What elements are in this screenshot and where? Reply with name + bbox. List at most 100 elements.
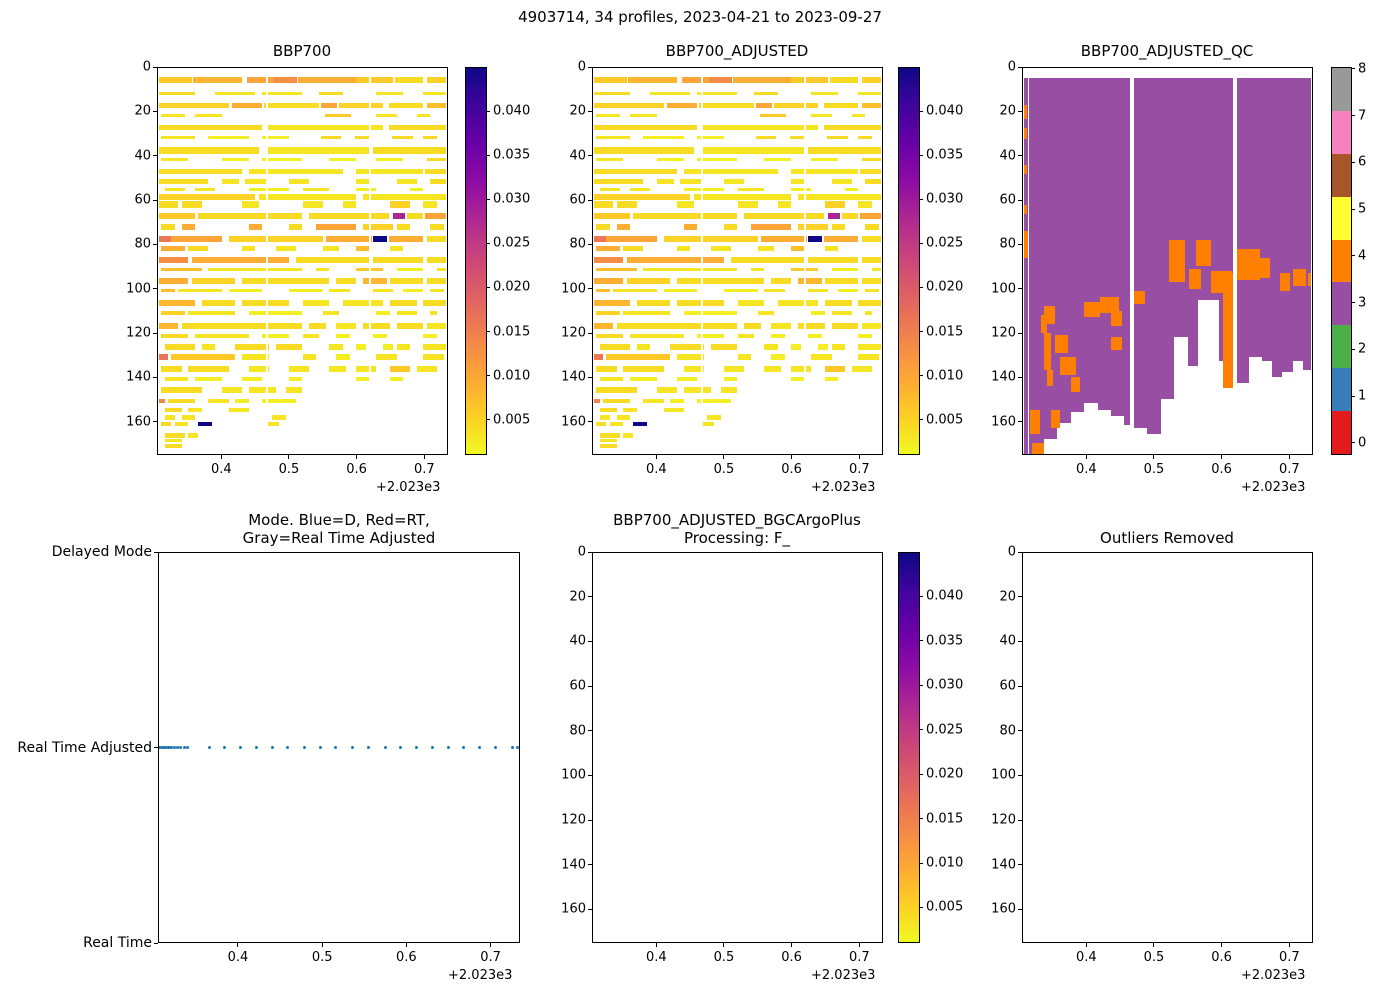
bbp-stripe-segment (265, 147, 370, 155)
mode-profile-dot (462, 746, 466, 749)
bbp-stripe-segment (683, 168, 778, 175)
qc-flag4-patch (1223, 273, 1234, 388)
bbp-stripe-segment (771, 278, 792, 284)
bbp-stripe-segment (389, 377, 404, 381)
y-tick-label: 100 (991, 767, 1016, 783)
x-tick-mark (423, 455, 425, 459)
bbp-stripe-segment (593, 201, 614, 209)
colorbar-tick-mark (487, 286, 490, 288)
mode-profile-dot (303, 746, 307, 749)
y-tick-label: 0 (1007, 59, 1016, 75)
qc-colorbar-tick-label: 5 (1358, 201, 1367, 217)
bbp-stripe-segment (593, 76, 627, 84)
bbp-stripe-segment (613, 289, 657, 293)
qc-colorbar-cell (1332, 239, 1351, 283)
y-tick-label: 40 (999, 148, 1016, 164)
bbp-stripe-segment (354, 135, 372, 140)
bbp-stripe-segment (677, 278, 765, 284)
qc-flag4-patch (1046, 370, 1054, 386)
bbp-stripe-segment (161, 113, 185, 118)
bbp-stripe-segment (663, 235, 758, 243)
y-tick-label: 160 (126, 414, 151, 430)
bbp-stripe-segment (164, 415, 175, 420)
bbp-stripe-segment (188, 366, 229, 372)
y-tick-label: 120 (561, 812, 586, 828)
bbp-stripe-segment (181, 224, 195, 230)
bbp-stripe-segment (389, 366, 411, 372)
bbp-stripe-segment (430, 289, 444, 293)
bbp-stripe-segment (791, 377, 805, 381)
y-tick-label: 140 (561, 857, 586, 873)
qc-flag4-patch (1133, 290, 1145, 304)
y-tick-mark (1018, 596, 1022, 598)
mode-profile-dot (319, 746, 323, 749)
bbp-stripe-segment (161, 135, 195, 140)
mode-profile-dot (161, 746, 165, 749)
colorbar-tick-label: 0.030 (926, 677, 964, 693)
colorbar-tick-mark (487, 242, 490, 244)
bbp-stripe-segment (228, 235, 323, 243)
y-tick-mark (588, 421, 592, 423)
bbp-stripe-segment (221, 387, 242, 393)
y-tick-label: 60 (999, 678, 1016, 694)
qc-colorbar-tick-label: 4 (1358, 248, 1367, 264)
plot-outliers-removed (1022, 552, 1313, 943)
bbp-stripe-segment (188, 432, 199, 438)
qc-flag4-patch (1111, 337, 1122, 351)
mode-category-label: Real Time (83, 935, 152, 951)
x-tick-label: 0.4 (227, 950, 249, 965)
bbp-stripe-segment (771, 322, 792, 330)
y-tick-mark (588, 640, 592, 642)
x-tick-label: 0.4 (1075, 462, 1097, 477)
x-tick-mark (1153, 455, 1155, 459)
bbp-stripe-segment (215, 91, 256, 96)
bbp-stripe-segment (430, 224, 444, 230)
y-tick-label: 140 (126, 369, 151, 385)
bbp-stripe-segment (858, 334, 872, 338)
bbp-stripe-segment (838, 289, 859, 293)
bbp-stripe-segment (871, 268, 881, 272)
bbp-stripe-segment (697, 334, 725, 338)
bbp-stripe-segment (700, 422, 714, 427)
qc-flag3-column (1160, 77, 1175, 399)
bbp-stripe-segment (161, 246, 185, 252)
qc-flag3-column (1187, 77, 1199, 366)
bbp-stripe-segment (376, 310, 390, 316)
bbp-stripe-segment (757, 310, 775, 316)
qc-flag4-patch (1084, 301, 1101, 318)
bbp-stripe-segment (388, 124, 446, 131)
bbp-stripe-segment (194, 113, 222, 118)
qc-flag3-column (1084, 77, 1098, 404)
bbp-stripe-segment (194, 334, 249, 338)
y-tick-mark (153, 376, 157, 378)
colorbar-tick-label: 0.010 (926, 855, 964, 871)
bbp-stripe-segment (616, 415, 630, 420)
colorbar-tick-label: 0.035 (926, 633, 964, 649)
colorbar-tick-label: 0.025 (926, 235, 964, 251)
bbp-stripe-segment (858, 135, 872, 140)
bbp-stripe-segment (593, 300, 630, 306)
y-tick-mark (153, 66, 157, 68)
bbp-stripe-segment (356, 344, 367, 350)
bbp-stripe-segment (599, 415, 610, 420)
bbp-stripe-segment (339, 102, 384, 109)
y-tick-mark (154, 942, 158, 944)
y-tick-label: 160 (561, 414, 586, 430)
x-tick-label: 0.5 (1143, 462, 1165, 477)
bbp-stripe-segment (416, 366, 437, 372)
qc-flag3-column (1097, 77, 1112, 410)
profile-gap-line (369, 68, 372, 454)
bbp-stripe-segment (297, 76, 357, 84)
qc-colorbar-tick-mark (1352, 68, 1355, 70)
bbp-stripe-segment (811, 157, 839, 162)
bbp-stripe-segment (158, 257, 189, 263)
bbp-stripe-segment (791, 76, 829, 84)
colorbar-tick-label: 0.020 (493, 279, 531, 295)
colorbar-tick-label: 0.005 (926, 899, 964, 915)
x-axis-offset-label: +2.023e3 (448, 968, 513, 983)
bbp-stripe-segment (861, 278, 881, 284)
mode-profile-dot (431, 746, 435, 749)
mode-profile-dot (270, 746, 274, 749)
x-axis-offset-label: +2.023e3 (376, 480, 441, 495)
bbp-stripe-segment (808, 334, 822, 338)
